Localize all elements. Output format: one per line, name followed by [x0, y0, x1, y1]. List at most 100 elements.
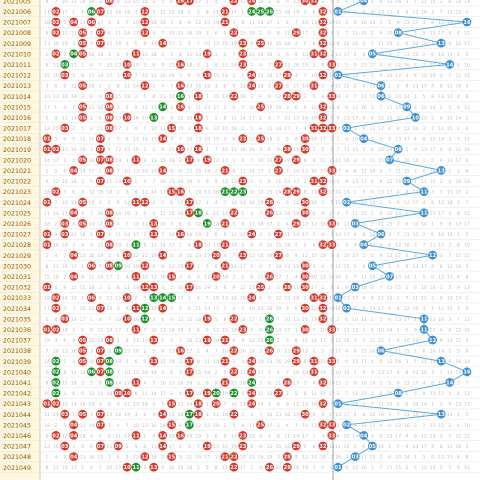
omission-value: 10	[151, 327, 157, 333]
omission-value: 17	[71, 264, 77, 270]
omission-value: 10	[430, 349, 436, 355]
omission-value: 10	[293, 370, 299, 376]
omission-value: 14	[293, 433, 299, 439]
red-ball	[60, 70, 70, 80]
omission-value: 11	[204, 359, 210, 365]
omission-value: 4	[405, 253, 408, 259]
omission-value: 8	[448, 327, 451, 333]
omission-value: 13	[240, 402, 246, 408]
red-ball-number: 01	[43, 402, 51, 408]
red-ball	[318, 70, 328, 80]
green-ball-number: 11	[132, 243, 140, 249]
omission-value: 13	[404, 20, 410, 26]
red-ball-number: 33	[328, 221, 336, 227]
omission-value: 14	[71, 317, 77, 323]
omission-value: 12	[213, 126, 219, 132]
omission-value: 13	[395, 137, 401, 143]
omission-value: 19	[284, 158, 290, 164]
omission-value: 7	[232, 253, 235, 259]
omission-value: 1	[126, 327, 129, 333]
red-ball-number: 15	[168, 126, 176, 132]
omission-value: 10	[361, 200, 367, 206]
omission-value: 7	[457, 137, 460, 143]
omission-value: 12	[302, 253, 308, 259]
omission-value: 11	[186, 455, 192, 461]
omission-value: 9	[161, 465, 164, 471]
omission-value: 15	[395, 285, 401, 291]
red-ball	[247, 0, 257, 6]
omission-value: 2	[388, 338, 391, 344]
omission-value: 17	[329, 391, 335, 397]
omission-value: 4	[188, 41, 191, 47]
omission-value: 18	[320, 455, 326, 461]
omission-value: 1	[268, 370, 271, 376]
omission-value: 1	[241, 412, 244, 418]
omission-value: 6	[397, 338, 400, 344]
omission-value: 14	[438, 349, 444, 355]
omission-value: 4	[143, 380, 146, 386]
red-ball-number: 11	[132, 52, 140, 58]
omission-value: 17	[115, 126, 121, 132]
omission-value: 11	[352, 211, 358, 217]
omission-value: 1	[321, 84, 324, 90]
red-ball-number: 22	[230, 465, 238, 471]
omission-value: 7	[362, 338, 365, 344]
red-ball-number: 06	[88, 20, 96, 26]
omission-value: 11	[89, 73, 95, 79]
omission-value: 14	[204, 105, 210, 111]
omission-value: 8	[99, 380, 102, 386]
omission-value: 5	[54, 168, 57, 174]
omission-value: 7	[345, 31, 348, 37]
red-ball	[291, 91, 301, 101]
omission-value: 13	[222, 296, 228, 302]
red-ball	[140, 197, 150, 207]
omission-value: 7	[224, 200, 227, 206]
red-ball-number: 05	[79, 115, 87, 121]
issue-number: 2021032	[3, 285, 31, 292]
omission-value: 9	[250, 190, 253, 196]
omission-value: 2	[295, 243, 298, 249]
red-ball-number: 08	[106, 168, 114, 174]
omission-value: 8	[188, 105, 191, 111]
red-ball-number: 19	[204, 73, 212, 79]
omission-value: 11	[115, 232, 121, 238]
omission-value: 4	[152, 31, 155, 37]
omission-value: 16	[455, 444, 461, 450]
omission-value: 13	[195, 338, 201, 344]
omission-value: 15	[464, 253, 470, 259]
omission-value: 7	[431, 126, 434, 132]
omission-value: 9	[295, 253, 298, 259]
blue-ball-number: 13	[438, 359, 446, 365]
omission-value: 18	[284, 41, 290, 47]
omission-value: 3	[345, 455, 348, 461]
omission-value: 6	[179, 423, 182, 429]
green-ball	[265, 6, 274, 16]
omission-value: 14	[455, 296, 461, 302]
omission-value: 3	[161, 370, 164, 376]
omission-value: 4	[188, 444, 191, 450]
red-ball	[327, 123, 337, 133]
omission-value: 19	[258, 402, 264, 408]
omission-value: 3	[135, 211, 138, 217]
omission-value: 6	[161, 115, 164, 121]
red-ball-number: 08	[106, 243, 114, 249]
red-ball-number: 19	[204, 391, 212, 397]
red-ball-number: 21	[221, 264, 229, 270]
omission-value: 8	[371, 296, 374, 302]
omission-value: 6	[337, 253, 340, 259]
omission-value: 5	[152, 147, 155, 153]
omission-value: 15	[404, 168, 410, 174]
omission-value: 16	[311, 168, 317, 174]
omission-value: 7	[108, 317, 111, 323]
omission-value: 12	[421, 73, 427, 79]
red-ball	[318, 17, 328, 27]
red-ball-number: 05	[79, 200, 87, 206]
omission-value: 14	[352, 253, 358, 259]
omission-value: 14	[464, 179, 470, 185]
omission-value: 9	[206, 126, 209, 132]
omission-value: 6	[117, 253, 120, 259]
omission-value: 8	[126, 338, 129, 344]
omission-value: 7	[72, 105, 75, 111]
red-ball	[300, 0, 310, 6]
omission-value: 7	[286, 168, 289, 174]
